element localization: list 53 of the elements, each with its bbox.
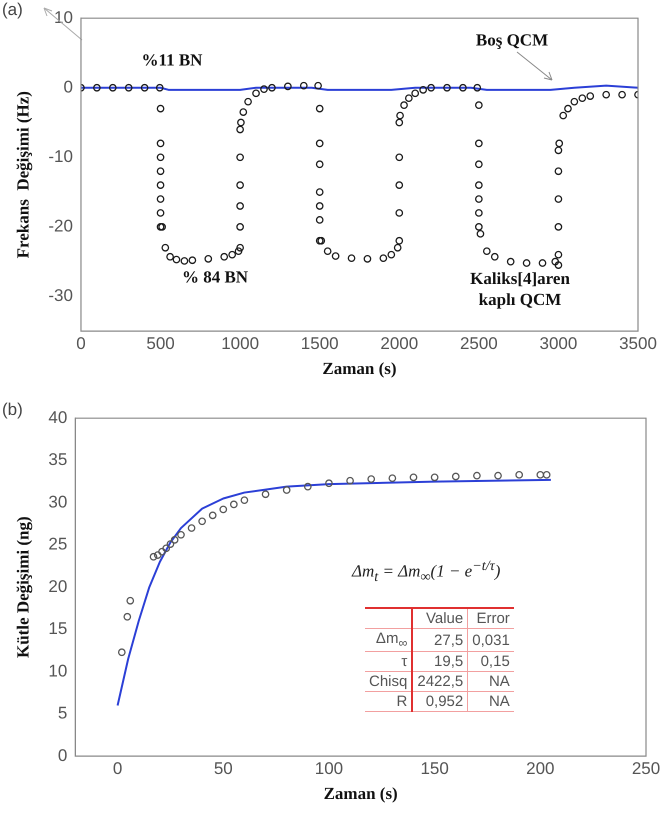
x-tick-label: 1500 bbox=[300, 334, 339, 354]
annotation: Δm$_{∞}$ bbox=[365, 628, 412, 652]
x-tick-label: 250 bbox=[632, 759, 660, 778]
x-tick-label: 3000 bbox=[540, 334, 578, 354]
x-tick-label: 2500 bbox=[460, 334, 498, 354]
annotation: 2422,5 bbox=[412, 672, 468, 692]
y-tick-label: 40 bbox=[48, 408, 68, 427]
annotation: 0,952 bbox=[412, 692, 468, 712]
annotation: Chisq bbox=[365, 672, 412, 692]
annotation: 19,5 bbox=[412, 652, 468, 672]
x-tick-label: 1000 bbox=[221, 334, 260, 354]
text: (b) bbox=[2, 400, 23, 420]
y-tick-label: 10 bbox=[48, 661, 68, 680]
y-tick-label: -10 bbox=[48, 147, 73, 166]
y-tick-label: 15 bbox=[48, 619, 68, 638]
x-tick-label: 0 bbox=[76, 334, 86, 354]
y-tick-label: 10 bbox=[54, 8, 73, 27]
annotation: %11 BN bbox=[142, 50, 202, 70]
y-tick-label: 0 bbox=[64, 77, 73, 96]
y-axis-title: Frekans Değişimi (Hz) bbox=[14, 91, 33, 258]
y-tick-label: 30 bbox=[48, 492, 68, 512]
y-tick-label: 5 bbox=[58, 704, 68, 723]
x-tick-label: 500 bbox=[146, 334, 175, 354]
x-tick-label: 150 bbox=[420, 759, 449, 778]
x-tick-label: 2000 bbox=[380, 334, 418, 354]
annotation: τ bbox=[365, 652, 412, 672]
y-tick-label: 25 bbox=[48, 534, 68, 554]
annotation: 27,5 bbox=[412, 628, 468, 652]
x-tick-label: 50 bbox=[214, 759, 233, 778]
annotation: Error bbox=[468, 608, 514, 628]
annotation: NA bbox=[468, 692, 514, 712]
x-tick-label: 0 bbox=[112, 759, 122, 778]
annotation: 0,031 bbox=[468, 628, 514, 652]
annotation: Kaliks[4]aren kaplı QCM bbox=[470, 268, 570, 310]
x-tick-label: 100 bbox=[314, 759, 344, 778]
annotation: 0,15 bbox=[468, 652, 514, 672]
y-tick-label: -30 bbox=[48, 286, 73, 306]
text: (a) bbox=[2, 0, 23, 20]
annotation: Value bbox=[412, 608, 468, 628]
x-axis-title: Zaman (s) bbox=[322, 359, 397, 378]
x-axis-title: Zaman (s) bbox=[324, 784, 398, 804]
y-tick-label: -20 bbox=[48, 216, 73, 236]
y-axis-title: Kütle Değişimi (ng) bbox=[14, 516, 33, 658]
annotation: % 84 BN bbox=[182, 266, 248, 288]
y-tick-label: 35 bbox=[48, 450, 68, 470]
annotation: Boş QCM bbox=[476, 30, 548, 50]
annotation: R bbox=[365, 692, 412, 712]
x-tick-label: 200 bbox=[526, 759, 555, 778]
x-tick-label: 3500 bbox=[619, 334, 657, 354]
y-tick-label: 0 bbox=[58, 746, 68, 765]
annotation: Δm$_{t}$ = Δm$_{∞}$(1 − e$^{−t/τ}$) bbox=[352, 558, 500, 586]
y-tick-label: 20 bbox=[48, 576, 68, 596]
annotation: NA bbox=[468, 672, 514, 692]
